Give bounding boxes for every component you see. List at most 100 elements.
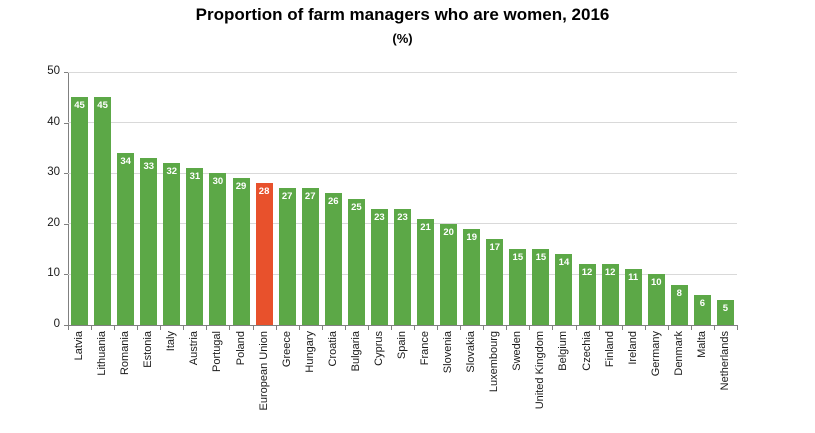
bar: 15 [509, 249, 527, 325]
bar: 34 [117, 152, 135, 325]
x-axis-tick [714, 326, 715, 330]
bar-value-label: 6 [699, 297, 706, 309]
bar-value-label: 15 [512, 252, 524, 264]
bar-value-label: 33 [143, 161, 155, 173]
bar-value-label: 12 [604, 267, 616, 279]
bar: 27 [301, 188, 319, 325]
x-axis-tick [506, 326, 507, 330]
bar: 45 [71, 97, 89, 325]
bar: 27 [278, 188, 296, 325]
bar-value-label: 25 [351, 201, 362, 213]
x-axis-tick [114, 326, 115, 330]
bar-highlight: 28 [255, 183, 273, 325]
y-axis-label: 50 [47, 65, 60, 77]
bar: 29 [232, 178, 250, 325]
x-axis-label: Denmark [672, 331, 685, 376]
x-axis-tick [552, 326, 553, 330]
bar: 23 [370, 208, 388, 325]
x-axis-tick [622, 326, 623, 330]
bar: 25 [347, 198, 365, 325]
x-axis-label: United Kingdom [534, 331, 547, 410]
bar-value-label: 29 [235, 181, 247, 193]
bar-value-label: 23 [397, 211, 408, 223]
bar: 12 [578, 264, 596, 325]
x-axis-label: Ireland [626, 331, 639, 365]
x-axis-label: Hungary [303, 331, 316, 373]
x-axis-tick [414, 326, 415, 330]
bar-value-label: 45 [97, 100, 108, 112]
x-axis-label: Netherlands [718, 331, 731, 391]
x-axis-tick [206, 326, 207, 330]
y-axis-label: 20 [47, 216, 60, 229]
x-axis-tick [576, 326, 577, 330]
x-axis-tick [391, 326, 392, 330]
x-axis-label: Czechia [580, 331, 593, 371]
y-axis-tick [64, 325, 68, 326]
y-axis-tick [64, 274, 68, 276]
bar: 19 [463, 228, 481, 325]
x-axis-tick [368, 326, 369, 330]
bar: 15 [532, 249, 550, 325]
chart-subtitle: (%) [392, 31, 413, 46]
y-axis-line [68, 72, 69, 326]
bar-value-label: 12 [581, 267, 593, 279]
x-axis-tick [183, 326, 184, 330]
x-axis-tick [599, 326, 600, 330]
x-axis-label: Italy [165, 331, 178, 352]
x-axis-label: Spain [396, 331, 408, 360]
bar: 5 [716, 299, 734, 325]
x-axis-label: Romania [119, 331, 132, 376]
x-axis-tick [276, 326, 277, 330]
bar-value-label: 26 [327, 196, 339, 208]
x-axis-label: Latvia [73, 331, 86, 361]
x-axis-label: Bulgaria [349, 331, 362, 372]
x-axis-label: Austria [188, 331, 201, 366]
x-axis-label: Portugal [211, 331, 224, 372]
y-axis-tick [64, 223, 68, 225]
x-axis-label: Slovenia [442, 331, 455, 374]
x-axis-label: Belgium [557, 331, 570, 371]
bar: 20 [440, 223, 458, 325]
y-axis-tick [64, 72, 68, 73]
x-axis-label: Luxembourg [488, 331, 501, 393]
chart-title: Proportion of farm managers who are wome… [195, 5, 610, 24]
bar-value-label: 45 [74, 100, 85, 112]
x-axis-tick [691, 326, 692, 330]
x-axis-tick [529, 326, 530, 330]
bar: 14 [555, 254, 573, 325]
x-axis-tick [483, 326, 484, 330]
bar-value-label: 14 [558, 257, 570, 269]
x-axis-label: Cyprus [372, 331, 385, 366]
x-axis-tick [229, 326, 230, 330]
x-axis-tick [437, 326, 438, 330]
x-axis-label: European Union [257, 331, 270, 411]
x-axis-label: France [419, 331, 432, 366]
bar-value-label: 31 [189, 171, 201, 183]
bar-value-label: 15 [535, 252, 547, 264]
bar-value-label: 11 [628, 272, 639, 284]
x-axis-tick [460, 326, 461, 330]
bar-value-label: 32 [166, 166, 178, 178]
bar-value-label: 23 [374, 211, 385, 223]
bar: 10 [647, 274, 665, 325]
x-axis-tick [160, 326, 161, 330]
x-axis-tick [668, 326, 669, 330]
x-axis-label: Estonia [142, 331, 155, 368]
gridline [68, 172, 737, 174]
bar: 17 [486, 238, 504, 325]
bar-value-label: 5 [722, 302, 729, 314]
x-axis-label: Greece [280, 331, 293, 368]
bar: 12 [601, 264, 619, 325]
bar-value-label: 19 [466, 231, 477, 243]
y-axis-label: 0 [53, 318, 60, 330]
bar-value-label: 21 [420, 221, 431, 233]
bar: 6 [693, 294, 711, 325]
bar-value-label: 17 [489, 241, 501, 253]
x-axis-label: Malta [695, 331, 708, 358]
x-axis-label: Sweden [511, 331, 524, 371]
plot-area: 45 45 34 33 32 31 30 29 28 27 27 26 25 23 23 21 20 19 17 15… [68, 71, 737, 325]
y-axis-tick [64, 173, 68, 175]
y-axis-label: 30 [47, 166, 60, 179]
bar: 31 [186, 168, 204, 325]
